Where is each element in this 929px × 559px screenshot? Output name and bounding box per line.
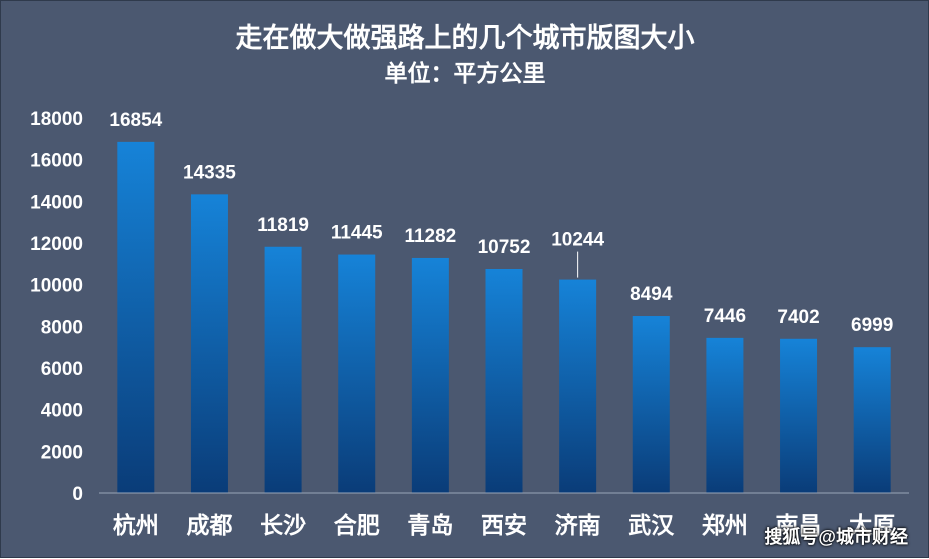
chart-subtitle: 单位：平方公里 [385,60,546,86]
y-tick-label: 2000 [41,442,83,463]
bar [780,338,818,493]
y-tick-label: 0 [72,484,83,505]
x-tick-label: 杭州 [113,512,159,538]
data-label: 8494 [630,284,673,305]
y-axis: 0 2000 4000 6000 8000 10000 12000 14000 16000 180… [30,109,83,505]
data-label: 16854 [109,110,162,131]
data-label: 11282 [404,226,456,247]
data-label: 10752 [478,237,531,258]
y-tick-label: 14000 [30,192,83,213]
x-tick-label: 太原 [849,512,895,538]
y-tick-label: 16000 [30,151,83,172]
data-labels-group: 16854 14335 11819 11445 11282 10752 10244 8494 7… [109,110,893,336]
x-tick-label: 南昌 [776,512,822,538]
data-label: 11819 [257,215,309,236]
y-tick-label: 8000 [41,317,83,338]
bar [338,254,376,493]
bar [559,279,597,493]
bar [632,316,670,493]
y-tick-label: 6000 [41,359,83,380]
data-label: 14335 [183,162,236,183]
y-tick-label: 10000 [30,276,83,297]
data-label: 7446 [704,306,746,327]
x-tick-label: 长沙 [260,512,306,538]
bar [706,337,744,493]
data-label: 10244 [551,230,604,251]
y-tick-label: 4000 [41,401,83,422]
x-tick-label: 武汉 [628,512,675,538]
bar [117,141,155,493]
bar [853,347,891,493]
y-tick-label: 18000 [30,109,83,130]
bar [485,269,523,493]
x-tick-label: 合肥 [334,512,380,538]
y-tick-label: 12000 [30,234,83,255]
category-labels-group: 杭州 成都 长沙 合肥 青岛 西安 济南 武汉 郑州 南昌 太原 [113,512,895,538]
watermark: 搜狐号@城市财经 [764,527,908,547]
data-label: 6999 [851,315,893,336]
chart-title: 走在做大做强路上的几个城市版图大小 [236,22,695,53]
data-label: 11445 [331,223,383,244]
x-tick-label: 成都 [186,512,232,538]
bar [411,257,449,493]
x-tick-label: 郑州 [702,512,748,538]
bar [264,246,302,493]
x-tick-label: 济南 [555,512,601,538]
bars-group [117,141,891,493]
x-tick-label: 西安 [481,512,527,538]
x-tick-label: 青岛 [407,512,453,538]
data-label: 7402 [777,307,819,328]
bar [190,194,228,493]
